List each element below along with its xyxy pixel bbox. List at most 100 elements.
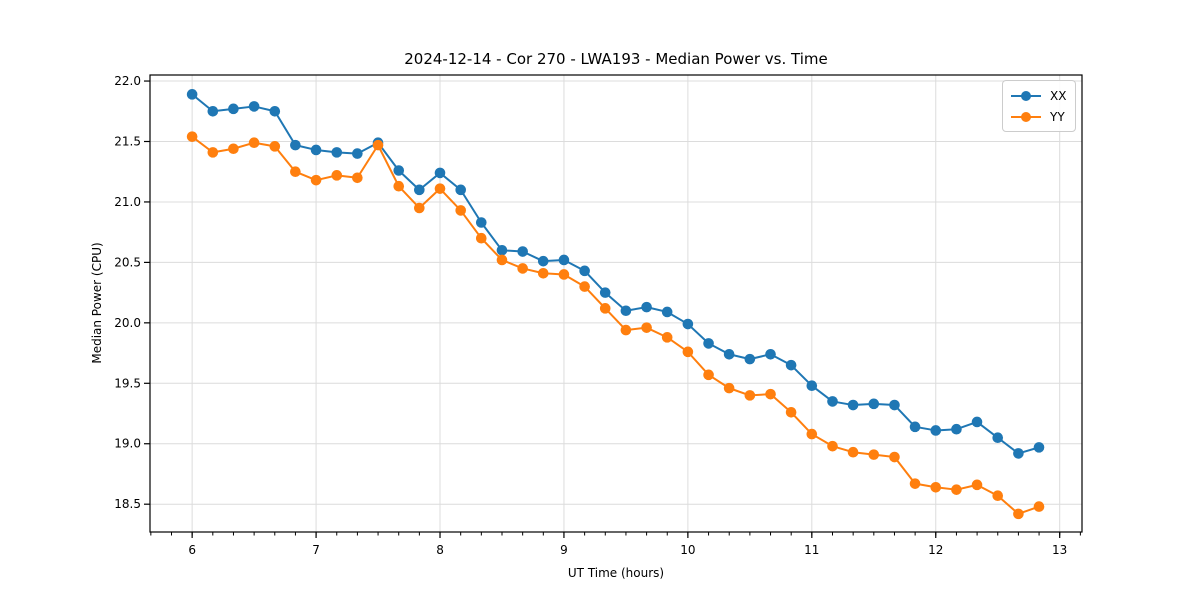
- data-point-YY: [703, 369, 714, 381]
- data-point-YY: [248, 137, 260, 149]
- legend-entry-xx: XX: [1009, 85, 1069, 106]
- data-point-YY: [455, 205, 467, 216]
- data-point-YY: [579, 281, 590, 292]
- data-point-XX: [434, 167, 446, 179]
- data-point-XX: [889, 399, 900, 411]
- data-point-YY: [909, 478, 921, 489]
- data-point-XX: [620, 305, 632, 317]
- x-tick-label: 6: [188, 543, 196, 557]
- data-point-YY: [186, 131, 198, 142]
- data-point-XX: [352, 148, 363, 159]
- data-point-YY: [971, 479, 983, 491]
- data-point-YY: [475, 232, 487, 244]
- data-point-YY: [723, 382, 735, 394]
- data-point-YY: [992, 490, 1004, 502]
- data-point-XX: [847, 399, 859, 411]
- data-point-XX: [537, 255, 549, 267]
- data-point-XX: [599, 287, 611, 298]
- y-tick-label: 21.0: [114, 195, 141, 209]
- data-point-YY: [682, 346, 694, 358]
- data-point-XX: [331, 147, 343, 158]
- data-point-XX: [186, 89, 198, 100]
- data-point-XX: [1033, 442, 1045, 453]
- data-point-YY: [331, 170, 343, 181]
- x-axis-label: UT Time (hours): [567, 566, 665, 580]
- y-tick-label: 19.5: [114, 376, 141, 390]
- data-point-YY: [393, 180, 405, 192]
- data-point-YY: [930, 481, 942, 493]
- data-point-YY: [517, 263, 528, 274]
- data-point-XX: [248, 101, 260, 112]
- data-point-YY: [414, 202, 425, 214]
- data-point-XX: [930, 425, 942, 436]
- data-point-YY: [868, 449, 880, 460]
- data-point-YY: [744, 390, 756, 401]
- x-tick-label: 9: [560, 543, 568, 557]
- legend-line-sample-icon: [1011, 111, 1041, 122]
- legend: XX YY: [1002, 80, 1076, 132]
- data-point-YY: [765, 388, 776, 400]
- data-point-XX: [827, 396, 838, 407]
- chart-title: 2024-12-14 - Cor 270 - LWA193 - Median P…: [404, 50, 828, 68]
- y-tick-label: 22.0: [114, 74, 141, 88]
- data-point-YY: [1013, 508, 1024, 520]
- data-point-YY: [207, 147, 219, 158]
- data-point-YY: [889, 451, 900, 463]
- data-point-XX: [951, 423, 962, 435]
- data-point-XX: [723, 348, 735, 360]
- data-point-XX: [558, 254, 570, 266]
- data-point-XX: [868, 398, 880, 410]
- data-point-YY: [806, 428, 818, 440]
- legend-entry-yy: YY: [1009, 106, 1069, 127]
- x-tick-label: 13: [1052, 543, 1067, 557]
- data-point-YY: [558, 269, 570, 280]
- data-point-YY: [290, 166, 301, 178]
- y-tick-label: 19.0: [114, 437, 141, 451]
- data-point-XX: [228, 103, 239, 115]
- data-point-XX: [661, 306, 673, 318]
- data-point-YY: [827, 440, 838, 452]
- x-tick-label: 7: [312, 543, 320, 557]
- x-tick-label: 12: [928, 543, 943, 557]
- data-point-XX: [806, 380, 818, 392]
- data-point-YY: [1033, 501, 1045, 512]
- data-point-XX: [785, 359, 797, 371]
- y-tick-label: 21.5: [114, 134, 141, 148]
- data-point-XX: [682, 318, 694, 330]
- data-point-XX: [744, 353, 756, 365]
- data-point-YY: [310, 174, 322, 186]
- y-tick-label: 18.5: [114, 497, 141, 511]
- y-tick-label: 20.0: [114, 316, 141, 330]
- data-point-XX: [310, 144, 322, 156]
- data-point-YY: [372, 139, 384, 151]
- data-point-XX: [269, 105, 281, 117]
- data-point-XX: [703, 338, 714, 349]
- data-point-YY: [641, 322, 652, 333]
- data-point-YY: [496, 254, 508, 266]
- data-point-YY: [785, 407, 797, 418]
- data-point-XX: [579, 265, 590, 277]
- x-tick-label: 11: [804, 543, 819, 557]
- y-tick-label: 20.5: [114, 255, 141, 269]
- data-point-XX: [517, 246, 528, 257]
- data-point-XX: [1013, 448, 1024, 459]
- data-point-YY: [951, 484, 962, 495]
- data-point-YY: [352, 172, 363, 184]
- data-point-XX: [393, 165, 405, 176]
- data-point-XX: [909, 421, 921, 433]
- data-point-XX: [992, 432, 1004, 443]
- data-point-YY: [599, 303, 611, 314]
- legend-line-sample-icon: [1011, 90, 1041, 101]
- data-point-XX: [414, 184, 425, 196]
- data-point-YY: [537, 267, 549, 279]
- series-line-YY: [191, 135, 1040, 515]
- data-point-XX: [971, 416, 983, 428]
- data-point-YY: [847, 446, 859, 458]
- data-point-YY: [434, 183, 446, 194]
- data-point-YY: [228, 143, 239, 155]
- data-point-YY: [661, 332, 673, 343]
- x-tick-label: 8: [436, 543, 444, 557]
- data-point-XX: [765, 348, 776, 360]
